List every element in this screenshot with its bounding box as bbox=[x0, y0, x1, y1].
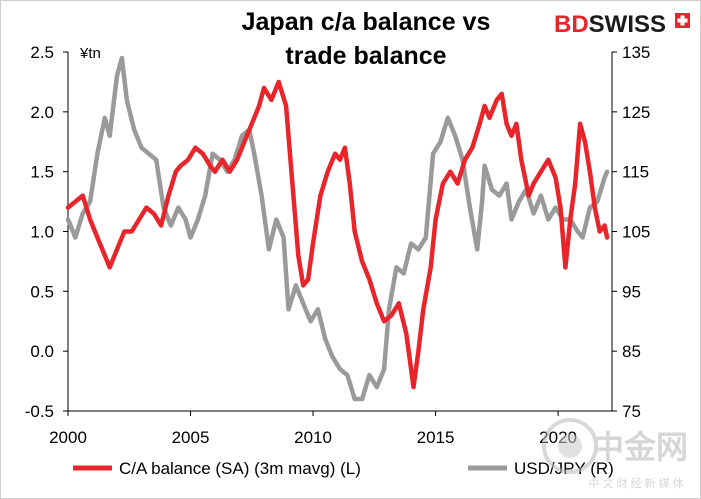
left-tick-label: 0.5 bbox=[30, 282, 54, 301]
left-tick-label: 1.5 bbox=[30, 163, 54, 182]
watermark-logo-dot-icon bbox=[558, 434, 582, 458]
left-tick-label: 0.0 bbox=[30, 342, 54, 361]
series-line-ca-balance bbox=[65, 79, 610, 390]
right-tick-label: 95 bbox=[622, 282, 641, 301]
left-tick-label: 2.0 bbox=[30, 103, 54, 122]
right-tick-label: 85 bbox=[622, 342, 641, 361]
right-tick-label: 125 bbox=[622, 103, 650, 122]
brand-name: BDSWISS bbox=[554, 11, 666, 38]
x-tick-label: 2015 bbox=[417, 428, 455, 447]
x-tick-label: 2010 bbox=[294, 428, 332, 447]
watermark-text: 中金网 bbox=[592, 429, 688, 465]
series-line-usdjpy bbox=[65, 55, 610, 402]
left-axis-unit: ¥tn bbox=[79, 45, 101, 62]
swiss-cross-icon bbox=[675, 13, 690, 28]
right-tick-label: 115 bbox=[622, 163, 649, 182]
watermark-subtext: 中 文 财 经 新 媒 体 bbox=[588, 476, 683, 490]
left-axis-ticks: 2.5 2.0 1.5 1.0 0.5 0.0 -0.5 bbox=[25, 43, 68, 421]
x-tick-label: 2000 bbox=[49, 428, 87, 447]
chart-title-line-1: Japan c/a balance vs bbox=[242, 8, 491, 36]
chart-title-line-2: trade balance bbox=[285, 42, 446, 70]
legend-label-ca: C/A balance (SA) (3m mavg) (L) bbox=[119, 459, 361, 478]
watermark-logo-icon bbox=[542, 418, 598, 474]
brand-swiss: SWISS bbox=[589, 11, 666, 38]
x-tick-label: 2005 bbox=[172, 428, 210, 447]
brand-bd: BD bbox=[554, 11, 589, 38]
right-tick-label: 135 bbox=[622, 43, 650, 62]
brand-logo: BDSWISS bbox=[554, 11, 690, 38]
right-tick-label: 105 bbox=[622, 223, 650, 242]
right-tick-label: 75 bbox=[622, 402, 641, 421]
axes bbox=[67, 52, 613, 412]
legend: C/A balance (SA) (3m mavg) (L) USD/JPY (… bbox=[73, 459, 614, 478]
series-layer bbox=[65, 55, 610, 402]
watermark: 中金网 中 文 财 经 新 媒 体 bbox=[542, 418, 688, 490]
left-tick-label: -0.5 bbox=[25, 402, 54, 421]
right-axis-ticks: 135 125 115 105 95 85 75 bbox=[612, 43, 650, 421]
x-axis-ticks: 2000 2005 2010 2015 2020 bbox=[49, 411, 577, 447]
left-tick-label: 1.0 bbox=[30, 223, 54, 242]
left-tick-label: 2.5 bbox=[30, 43, 54, 62]
